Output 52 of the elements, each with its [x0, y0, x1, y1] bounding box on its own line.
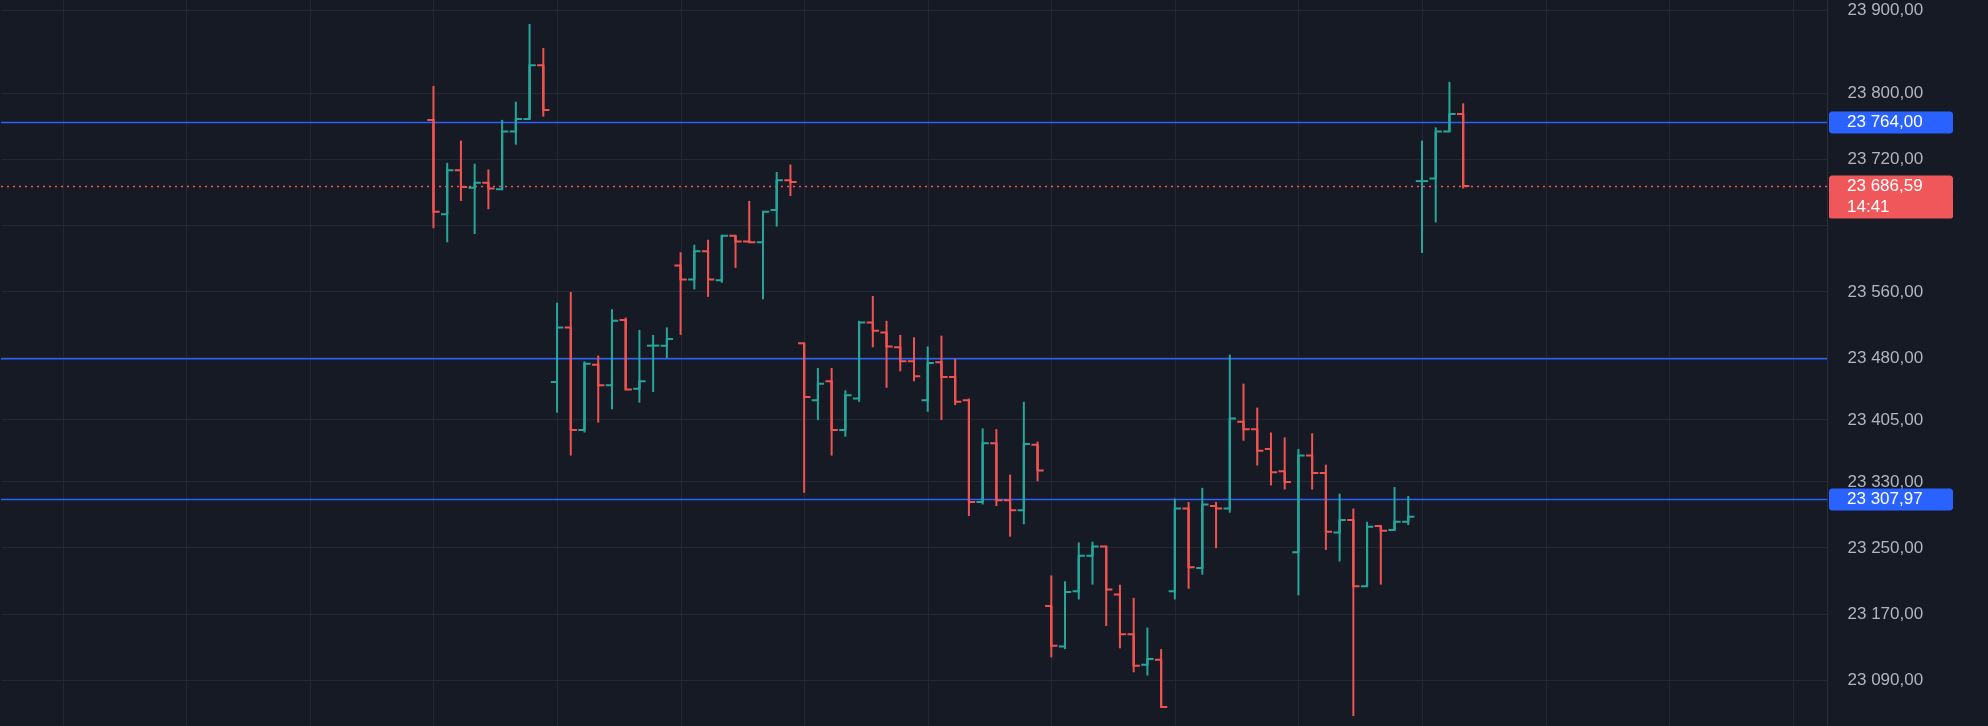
candlestick — [1044, 574, 1059, 659]
ref-line-label: 23 764,00 — [1847, 112, 1923, 132]
candlestick — [1263, 431, 1279, 487]
candlestick — [1277, 436, 1292, 491]
candlestick — [536, 46, 551, 118]
y-tick-label: 23 250,00 — [1847, 537, 1924, 557]
candlestick — [1057, 580, 1073, 651]
candlestick — [920, 345, 935, 413]
candlestick — [1016, 400, 1032, 526]
ref-line-label: 23 307,97 — [1847, 489, 1923, 509]
y-tick-label: 23 405,00 — [1847, 409, 1924, 429]
candlestick — [563, 290, 578, 457]
candlestick — [1222, 353, 1237, 514]
y-tick-label: 23 800,00 — [1847, 83, 1924, 103]
candlestick — [1291, 448, 1306, 597]
y-tick-label: 23 330,00 — [1847, 471, 1924, 491]
candlestick — [440, 161, 455, 244]
candlestick — [1181, 500, 1196, 590]
candlestick — [810, 366, 826, 422]
text: 14:41 — [1847, 197, 1890, 217]
candlestick — [591, 354, 606, 424]
candlestick — [1030, 440, 1045, 483]
candlestick — [549, 301, 565, 414]
candlestick — [1140, 626, 1155, 677]
candlestick — [1167, 497, 1183, 601]
y-tick-label: 23 090,00 — [1847, 670, 1924, 690]
candlestick — [906, 336, 922, 383]
candlestick — [604, 308, 620, 411]
candlestick — [645, 333, 661, 393]
candlestick — [975, 427, 990, 506]
y-tick-label: 23 480,00 — [1847, 347, 1924, 367]
y-tick-label: 23 720,00 — [1847, 149, 1924, 169]
candlestick — [769, 170, 784, 228]
candlestick — [467, 162, 482, 236]
candlestick — [838, 389, 853, 438]
candlestick — [1318, 463, 1334, 551]
candlestick — [1414, 139, 1430, 255]
candlestick — [1195, 486, 1210, 576]
y-tick-label: 23 170,00 — [1847, 604, 1924, 624]
candlestick — [824, 366, 839, 457]
y-tick-label: 23 900,00 — [1847, 0, 1924, 20]
candlestick — [700, 238, 716, 298]
candlestick — [1332, 492, 1347, 563]
candlestick — [673, 251, 688, 336]
candlestick — [659, 326, 675, 360]
candlestick — [687, 243, 702, 291]
candlestick — [1346, 507, 1361, 718]
ref-line-label: 23 686,59 — [1847, 176, 1923, 196]
candlestick — [1208, 500, 1224, 550]
candlestick — [1304, 432, 1320, 491]
y-tick-label: 23 560,00 — [1847, 281, 1924, 301]
candlestick — [632, 328, 647, 404]
